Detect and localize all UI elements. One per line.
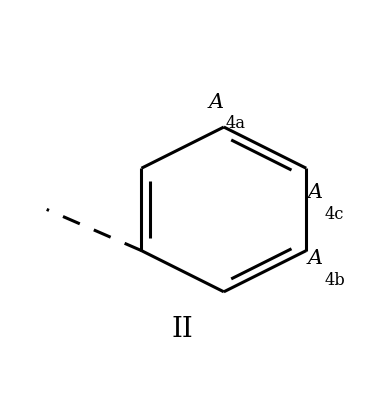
Text: A: A [209,93,224,112]
Text: A: A [308,183,323,202]
Text: 4b: 4b [324,272,345,289]
Text: 4c: 4c [324,206,344,223]
Text: A: A [308,249,323,268]
Text: II: II [172,315,193,343]
Text: 4a: 4a [225,115,245,132]
